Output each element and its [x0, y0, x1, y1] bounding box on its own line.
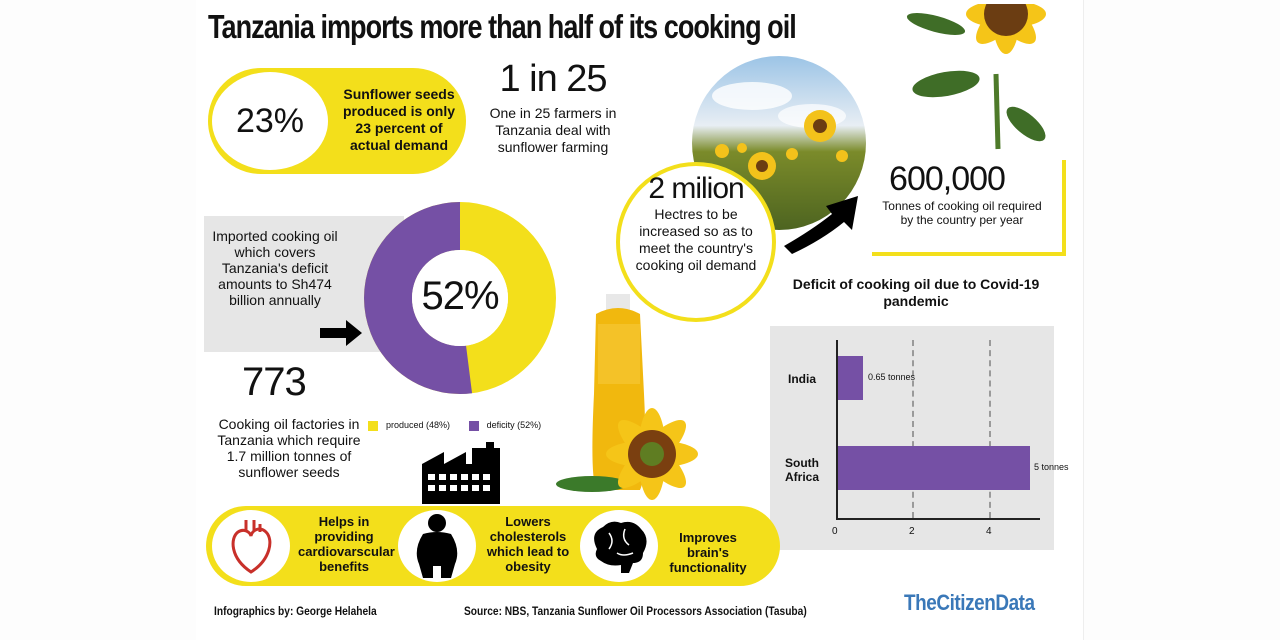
- benefit-text-cholesterol: Lowers cholesterols which lead to obesit…: [486, 514, 570, 574]
- x-tick-4: 4: [986, 526, 992, 537]
- infographic: Tanzania imports more than half of its c…: [196, 0, 1084, 640]
- sunflower-image: [906, 0, 1056, 154]
- stat-23-text: Sunflower seeds produced is only 23 perc…: [342, 86, 455, 153]
- benefit-brain-circle: [580, 510, 658, 582]
- donut-center-label: 52%: [421, 274, 499, 318]
- sunflower-field-icon: [712, 82, 848, 180]
- brand-logo: TheCitizenData: [904, 590, 1035, 615]
- stat-23-value: 23%: [212, 72, 328, 170]
- stat-23-percent-pill: 23% Sunflower seeds produced is only 23 …: [208, 68, 466, 174]
- stat-1-in-25-text: One in 25 farmers in Tanzania deal with …: [489, 105, 617, 155]
- y-axis: [836, 340, 838, 520]
- donut-legend: produced (48%) deficity (52%): [368, 420, 541, 431]
- legend-swatch-yellow: [368, 420, 378, 431]
- stat-2-million-circle: 2 milion Hectres to be increased so as t…: [616, 162, 776, 322]
- benefit-text-cardiovascular: Helps in providing cardiovarscular benef…: [298, 514, 395, 574]
- obese-person-icon: [416, 514, 458, 578]
- oil-bottle-icon: [556, 294, 698, 500]
- x-axis: [836, 518, 1040, 520]
- donut-deficit-slice: [364, 202, 556, 394]
- gridline-4: [989, 340, 991, 518]
- curved-arrow-icon: [782, 190, 872, 256]
- benefit-obesity-circle: [398, 510, 476, 582]
- legend-item-deficit: deficity (52%): [468, 420, 541, 431]
- sunflower-icon: [906, 0, 1046, 150]
- oil-bottle-image: [552, 294, 722, 500]
- imports-text: Imported cooking oil which covers Tanzan…: [212, 228, 338, 308]
- stat-2-million-text: Hectres to be increased so as to meet th…: [635, 206, 757, 273]
- benefit-heart-circle: [212, 510, 290, 582]
- stat-600000-value: 600,000: [889, 160, 1006, 198]
- donut-chart: 52%: [362, 200, 558, 396]
- bar-chart-title: Deficit of cooking oil due to Covid-19 p…: [792, 276, 1040, 309]
- stat-600000-box: 600,000 Tonnes of cooking oil required b…: [872, 160, 1066, 256]
- factory-icon: [422, 442, 502, 509]
- bar-chart: India South Africa 0.65 tonnes 5 tonnes …: [770, 326, 1069, 550]
- benefits-band: Helps in providing cardiovarscular benef…: [206, 506, 780, 586]
- x-tick-2: 2: [909, 526, 915, 537]
- legend-item-produced: produced (48%): [368, 420, 450, 431]
- stat-773-text: Cooking oil factories in Tanzania which …: [217, 416, 361, 480]
- x-tick-0: 0: [832, 526, 838, 537]
- brain-icon: [594, 521, 647, 573]
- page-title: Tanzania imports more than half of its c…: [208, 8, 797, 45]
- legend-swatch-purple: [468, 420, 479, 431]
- bar-label-south-africa: South Africa: [784, 456, 819, 484]
- stat-600000-text: Tonnes of cooking oil required by the co…: [882, 199, 1042, 227]
- stat-773-value: 773: [242, 360, 307, 404]
- gridline-2: [912, 340, 914, 518]
- source-text: Source: NBS, Tanzania Sunflower Oil Proc…: [464, 604, 807, 618]
- stat-1-in-25-value: 1 in 25: [499, 58, 607, 100]
- heart-icon: [231, 520, 272, 574]
- bar-india: [838, 356, 863, 400]
- bar-label-india: India: [787, 372, 816, 386]
- stat-1-in-25: 1 in 25 One in 25 farmers in Tanzania de…: [478, 58, 628, 156]
- bar-value-india: 0.65 tonnes: [868, 372, 916, 382]
- stat-2-million-value: 2 milion: [648, 172, 744, 205]
- benefit-text-brain: Improves brain's functionality: [669, 530, 747, 575]
- credit-text: Infographics by: George Helahela: [214, 604, 377, 618]
- bar-south-africa: [838, 446, 1030, 490]
- bar-value-south-africa: 5 tonnes: [1034, 462, 1069, 472]
- arrow-right-icon: [320, 320, 362, 346]
